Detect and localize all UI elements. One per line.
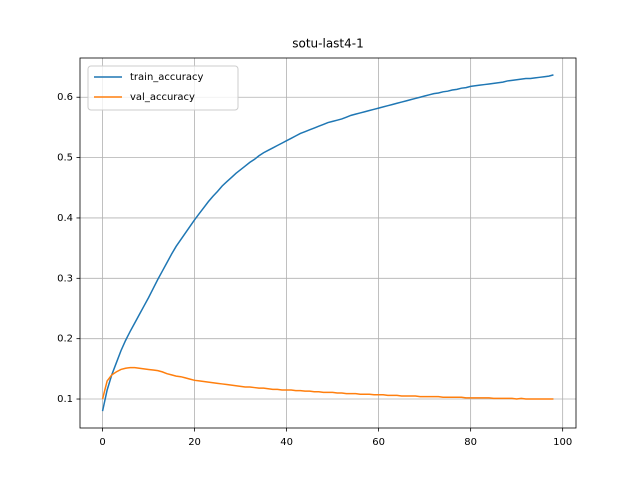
data-line (101, 74, 554, 412)
x-tick-label: 40 (280, 437, 293, 448)
legend-label: train_accuracy (130, 72, 203, 83)
x-tick-label: 80 (464, 437, 477, 448)
y-tick-label: 0.3 (57, 273, 73, 284)
legend-label: val_accuracy (130, 92, 195, 103)
x-tick-label: 20 (188, 437, 201, 448)
plot-frame (79, 57, 577, 429)
chart-title: sotu-last4-1 (292, 37, 363, 51)
y-tick-label: 0.6 (57, 92, 73, 103)
y-tick-label: 0.5 (57, 153, 73, 164)
data-line (101, 366, 554, 400)
x-tick-label: 60 (372, 437, 385, 448)
x-tick-label: 0 (99, 437, 105, 448)
x-tick-label: 100 (553, 437, 572, 448)
y-tick-label: 0.2 (57, 334, 73, 345)
legend-box (87, 65, 239, 111)
y-tick-label: 0.4 (57, 213, 73, 224)
y-tick-label: 0.1 (57, 394, 73, 405)
